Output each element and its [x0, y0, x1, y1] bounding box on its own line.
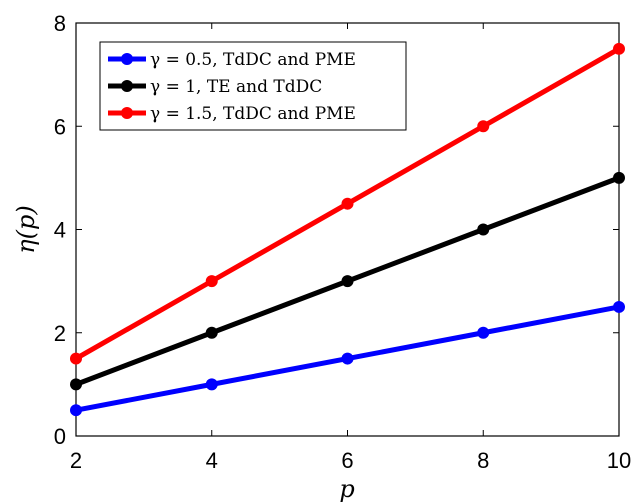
y-tick-label: 2	[54, 321, 66, 346]
legend-marker-2	[121, 107, 133, 119]
x-tick-label: 4	[206, 448, 218, 473]
y-axis-label: η(p)	[12, 205, 40, 253]
data-point-0	[613, 300, 625, 313]
data-point-0	[70, 404, 82, 417]
y-tick-label: 0	[54, 424, 66, 449]
data-point-0	[341, 352, 354, 365]
legend-entry-label: γ = 0.5, TdDC and PME	[150, 50, 356, 70]
data-point-0	[205, 378, 218, 391]
y-tick-label: 8	[54, 11, 66, 36]
y-axis-ticks: 0 2 4 6 8	[54, 11, 619, 449]
legend-box	[99, 41, 407, 131]
data-point-0	[477, 326, 490, 339]
x-axis-ticks: 2 4 6 8 10	[70, 23, 631, 473]
data-point-1	[477, 223, 490, 236]
series-layer	[70, 42, 625, 417]
y-tick-label: 6	[54, 114, 66, 139]
data-point-2	[477, 120, 490, 133]
x-tick-label: 2	[70, 448, 82, 473]
y-tick-label: 4	[54, 218, 66, 243]
data-point-1	[70, 378, 82, 391]
data-point-2	[205, 275, 218, 288]
data-point-2	[613, 42, 625, 55]
legend-entry-label: γ = 1, TE and TdDC	[150, 77, 322, 97]
x-tick-label: 6	[341, 448, 353, 473]
legend-marker-0	[121, 53, 133, 65]
x-tick-label: 10	[607, 448, 631, 473]
data-point-2	[341, 197, 354, 210]
legend-marker-1	[121, 80, 133, 92]
data-point-1	[613, 171, 625, 184]
data-point-2	[70, 352, 82, 365]
data-point-1	[205, 326, 218, 339]
x-axis-label: p	[339, 475, 354, 503]
legend: γ = 0.5, TdDC and PME γ = 1, TE and TdDC γ…	[99, 41, 407, 131]
data-point-1	[341, 275, 354, 288]
x-tick-label: 8	[477, 448, 489, 473]
legend-entry-label: γ = 1.5, TdDC and PME	[150, 104, 356, 124]
